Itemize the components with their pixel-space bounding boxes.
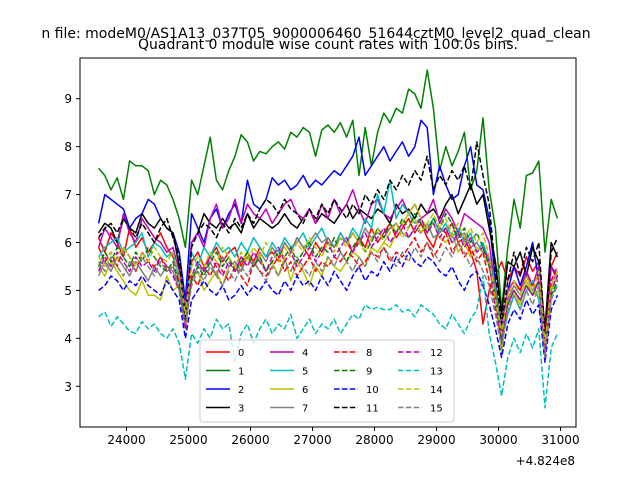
legend-box (199, 339, 455, 423)
x-offset-label: +4.824e8 (516, 454, 575, 468)
legend-label-9: 9 (366, 367, 372, 378)
y-tick-label: 7 (64, 188, 72, 202)
series-line-15 (97, 241, 559, 359)
legend-label-7: 7 (302, 404, 308, 415)
legend-label-10: 10 (366, 385, 379, 396)
series-line-4 (97, 189, 559, 335)
y-tick-label: 4 (64, 332, 72, 346)
x-tick-label: 24000 (107, 433, 145, 447)
legend-label-4: 4 (302, 348, 308, 359)
axes: 24000 25000 26000 27000 28000 29000 30000 31000… (64, 57, 580, 468)
legend-label-5: 5 (302, 367, 308, 378)
series-line-1 (98, 69, 559, 311)
series-line-0 (97, 217, 559, 330)
series-line-12 (97, 217, 559, 354)
series-line-13 (98, 275, 559, 409)
chart-title: Quadrant 0 module wise count rates with … (138, 37, 518, 53)
x-tick-label: 29000 (417, 433, 455, 447)
legend-label-15: 15 (430, 404, 443, 415)
x-tick-label: 31000 (541, 433, 579, 447)
y-tick-label: 5 (64, 284, 72, 298)
legend-label-13: 13 (430, 367, 443, 378)
y-tick-label: 3 (64, 380, 72, 394)
x-tick-label: 25000 (169, 433, 207, 447)
legend-label-6: 6 (302, 385, 308, 396)
series-line-10 (98, 251, 559, 364)
x-tick-label: 30000 (479, 433, 517, 447)
legend-label-14: 14 (430, 385, 443, 396)
figure-suptitle: n file: modeM0/AS1A13_037T05_9000006460_… (41, 26, 590, 42)
series-line-2 (97, 119, 559, 340)
legend-label-8: 8 (366, 348, 372, 359)
y-tick-label: 8 (64, 140, 72, 154)
legend-label-12: 12 (430, 348, 443, 359)
y-tick-label: 9 (64, 92, 72, 106)
x-tick-label: 26000 (231, 433, 269, 447)
y-tick-label: 6 (64, 236, 72, 250)
series-line-14 (97, 212, 559, 344)
legend-label-3: 3 (238, 404, 244, 415)
legend-label-1: 1 (238, 367, 244, 378)
series-line-11 (97, 141, 559, 340)
legend-label-2: 2 (238, 385, 244, 396)
series-line-9 (97, 212, 559, 349)
x-tick-label: 27000 (293, 433, 331, 447)
legend-label-0: 0 (238, 348, 244, 359)
series-layer (97, 69, 559, 409)
legend-label-11: 11 (366, 404, 379, 415)
x-tick-label: 28000 (355, 433, 393, 447)
